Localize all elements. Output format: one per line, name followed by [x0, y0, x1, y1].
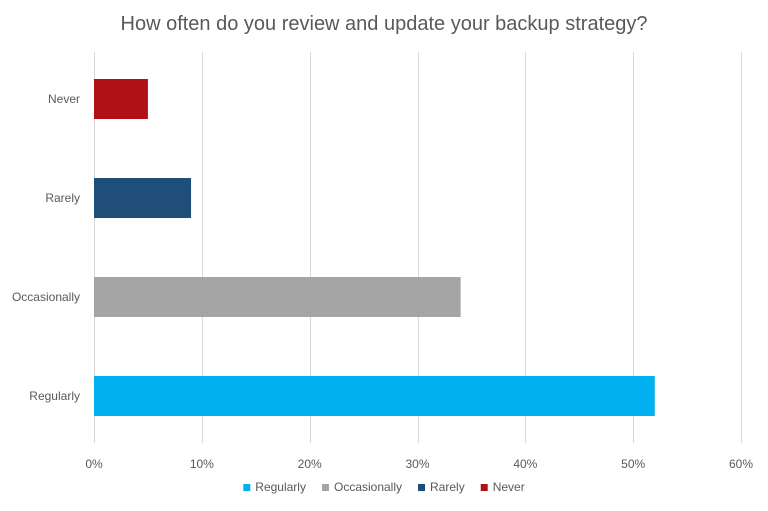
legend-label-occasionally: Occasionally: [334, 480, 402, 494]
category-label: Rarely: [45, 191, 80, 205]
bar-never: [94, 79, 148, 119]
gridlines: [94, 52, 742, 443]
legend-swatch-occasionally: [321, 484, 329, 491]
x-tick-labels: 0% 10% 20% 30% 40% 50% 60%: [85, 457, 753, 471]
x-tick-label: 30%: [405, 457, 429, 471]
bars: [94, 79, 655, 416]
legend-swatch-rarely: [418, 484, 426, 491]
category-label: Regularly: [29, 389, 80, 403]
chart-title: How often do you review and update your …: [121, 13, 648, 35]
bar-regularly: [94, 376, 655, 416]
bar-rarely: [94, 178, 192, 218]
x-tick-label: 50%: [621, 457, 645, 471]
x-tick-label: 40%: [513, 457, 537, 471]
category-labels: Never Rarely Occasionally Regularly: [12, 92, 80, 403]
legend-label-never: Never: [493, 480, 525, 494]
x-tick-label: 10%: [190, 457, 214, 471]
category-label: Never: [48, 92, 80, 106]
legend-swatch-regularly: [243, 484, 251, 491]
legend: Regularly Occasionally Rarely Never: [243, 480, 525, 494]
bar-occasionally: [94, 277, 461, 317]
legend-swatch-never: [480, 484, 488, 491]
x-tick-label: 60%: [729, 457, 753, 471]
x-tick-label: 20%: [298, 457, 322, 471]
x-tick-label: 0%: [85, 457, 103, 471]
category-label: Occasionally: [12, 290, 80, 304]
legend-label-rarely: Rarely: [430, 480, 465, 494]
legend-label-regularly: Regularly: [255, 480, 306, 494]
